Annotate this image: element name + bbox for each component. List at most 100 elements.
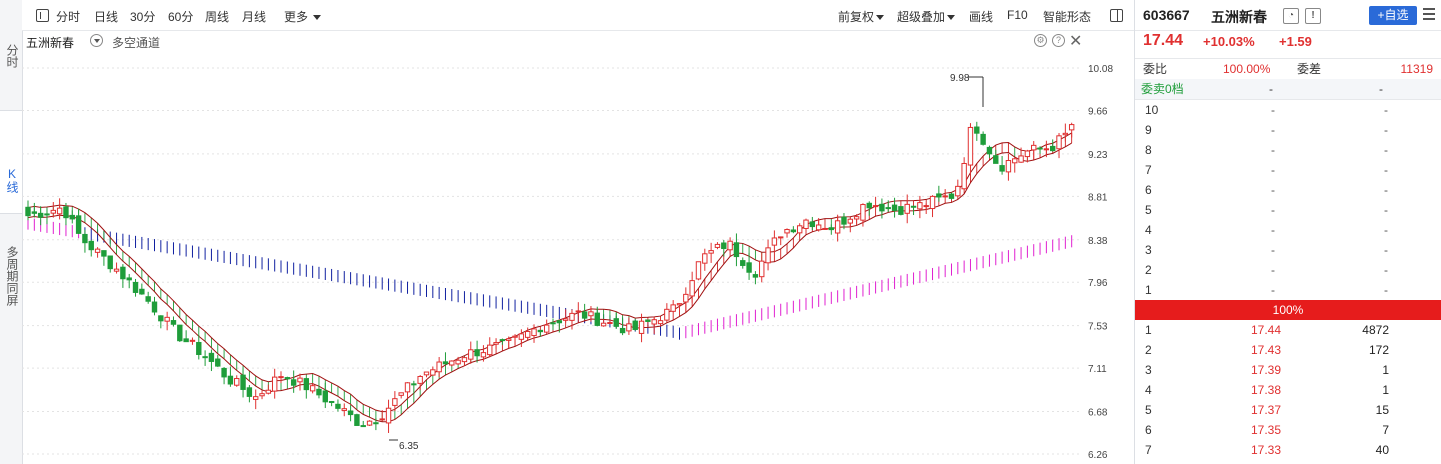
- smart-pattern-button[interactable]: 智能形态: [1043, 10, 1092, 24]
- chevron-down-icon: [876, 15, 885, 21]
- candle-body: [493, 342, 499, 345]
- candle-body: [632, 320, 638, 330]
- sell-level-row[interactable]: 7 - -: [1135, 160, 1441, 180]
- sell-level-row[interactable]: 5 - -: [1135, 200, 1441, 220]
- candle-body: [31, 211, 38, 214]
- candle-body: [518, 333, 525, 340]
- tab-weekly[interactable]: 周线: [205, 10, 230, 24]
- low-label: 6.35: [399, 441, 419, 452]
- diff-label: 委差: [1297, 62, 1322, 76]
- sell-level-row[interactable]: 8 - -: [1135, 140, 1441, 160]
- tab-intraday[interactable]: 分时: [56, 10, 81, 24]
- level-volume: -: [1384, 143, 1388, 157]
- level-number: 2: [1145, 343, 1152, 357]
- add-watchlist-button[interactable]: +自选: [1369, 6, 1417, 25]
- candle-body: [423, 371, 430, 376]
- candle-body: [980, 133, 986, 145]
- adjust-dropdown[interactable]: 前复权: [838, 8, 885, 25]
- tab-monthly[interactable]: 月线: [242, 10, 267, 24]
- candle-body: [651, 319, 657, 325]
- f10-button[interactable]: F10: [1007, 8, 1028, 22]
- candle-body: [879, 203, 885, 212]
- candle-body: [417, 375, 423, 384]
- candle-body: [265, 389, 272, 394]
- sell-level-row[interactable]: 3 - -: [1135, 240, 1441, 260]
- candle-body: [436, 361, 442, 373]
- more-dropdown[interactable]: 更多: [284, 8, 322, 25]
- candle-body: [1018, 155, 1024, 163]
- y-tick-label: 9.66: [1088, 106, 1108, 117]
- blue-channel: [84, 227, 681, 340]
- candle-body: [189, 339, 196, 342]
- candle-body: [828, 227, 835, 231]
- chevron-down-icon: [313, 15, 322, 21]
- candle-body: [259, 393, 265, 397]
- level-number: 1: [1145, 283, 1152, 297]
- candle-body: [468, 349, 474, 360]
- candle-body: [613, 318, 619, 327]
- sell-level-row[interactable]: 6 - -: [1135, 180, 1441, 200]
- help-icon[interactable]: ?: [1052, 34, 1065, 47]
- order-ratio-row: 委比 100.00% 委差 11319: [1135, 59, 1441, 79]
- panel-toggle-icon[interactable]: [1110, 9, 1123, 22]
- candle-body: [360, 425, 366, 428]
- sidebar-tab-kline[interactable]: K线: [0, 110, 22, 214]
- candle-body: [1012, 158, 1018, 164]
- sell-level-row[interactable]: 4 - -: [1135, 220, 1441, 240]
- sell-level-row[interactable]: 10 - -: [1135, 100, 1441, 120]
- candle-body: [196, 341, 202, 355]
- sidebar-tab-intraday[interactable]: 分时: [5, 44, 19, 68]
- candle-body: [474, 349, 480, 357]
- candle-body: [834, 220, 841, 234]
- candle-body: [75, 215, 82, 234]
- menu-icon[interactable]: [36, 9, 49, 22]
- level-number: 4: [1145, 383, 1152, 397]
- buy-level-row[interactable]: 3 17.39 1: [1135, 360, 1441, 380]
- buy-level-row[interactable]: 6 17.35 7: [1135, 420, 1441, 440]
- candle-body: [822, 227, 828, 230]
- bell-icon[interactable]: ◔: [1283, 8, 1299, 24]
- buy-level-row[interactable]: 1 17.44 4872: [1135, 320, 1441, 340]
- candle-body: [581, 311, 588, 319]
- sidebar-tab-multi-period[interactable]: 多周期同屏: [5, 246, 19, 306]
- buy-level-row[interactable]: 7 17.33 40: [1135, 440, 1441, 460]
- sell0-row: 委卖0档 - -: [1135, 79, 1441, 99]
- chart-stock-name: 五洲新春: [26, 36, 75, 50]
- sell-level-row[interactable]: 1 - -: [1135, 280, 1441, 300]
- sell-level-row[interactable]: 2 - -: [1135, 260, 1441, 280]
- overlay-dropdown[interactable]: 超级叠加: [897, 8, 956, 25]
- level-volume: -: [1384, 123, 1388, 137]
- close-icon[interactable]: ✕: [1069, 33, 1083, 50]
- tab-60min[interactable]: 60分: [168, 10, 194, 24]
- sell0-a: -: [1269, 82, 1273, 96]
- candle-body: [702, 253, 708, 264]
- buy-level-row[interactable]: 2 17.43 172: [1135, 340, 1441, 360]
- y-tick-label: 7.11: [1088, 364, 1107, 375]
- tab-daily[interactable]: 日线: [94, 10, 119, 24]
- buy-level-row[interactable]: 5 17.37 15: [1135, 400, 1441, 420]
- settings-icon[interactable]: ⚙: [1034, 34, 1047, 47]
- level-price: 17.39: [1250, 363, 1281, 377]
- menu-icon[interactable]: [1423, 8, 1435, 22]
- candle-body: [442, 361, 449, 365]
- candle-body: [853, 216, 860, 220]
- y-tick-label: 7.96: [1088, 278, 1108, 289]
- sell-level-row[interactable]: 9 - -: [1135, 120, 1441, 140]
- candle-body: [82, 233, 88, 244]
- alert-icon[interactable]: !: [1305, 8, 1321, 24]
- tab-30min[interactable]: 30分: [130, 10, 156, 24]
- draw-line-button[interactable]: 画线: [969, 10, 994, 24]
- level-number: 10: [1145, 103, 1159, 117]
- indicator-dropdown-icon[interactable]: [90, 34, 103, 47]
- candle-body: [524, 331, 531, 338]
- buy-level-row[interactable]: 4 17.38 1: [1135, 380, 1441, 400]
- candle-body: [366, 420, 373, 426]
- candle-body: [290, 379, 297, 386]
- candle-body: [506, 338, 512, 341]
- candle-body: [752, 274, 759, 278]
- kline-chart[interactable]: 10.08 9.66 9.23 8.81 8.38 7.96 7.53 7.11 6.68 6.2…: [22, 52, 1134, 464]
- candle-body: [967, 126, 974, 166]
- candle-body: [664, 308, 670, 321]
- candle-body: [215, 358, 221, 367]
- candle-body: [107, 255, 113, 270]
